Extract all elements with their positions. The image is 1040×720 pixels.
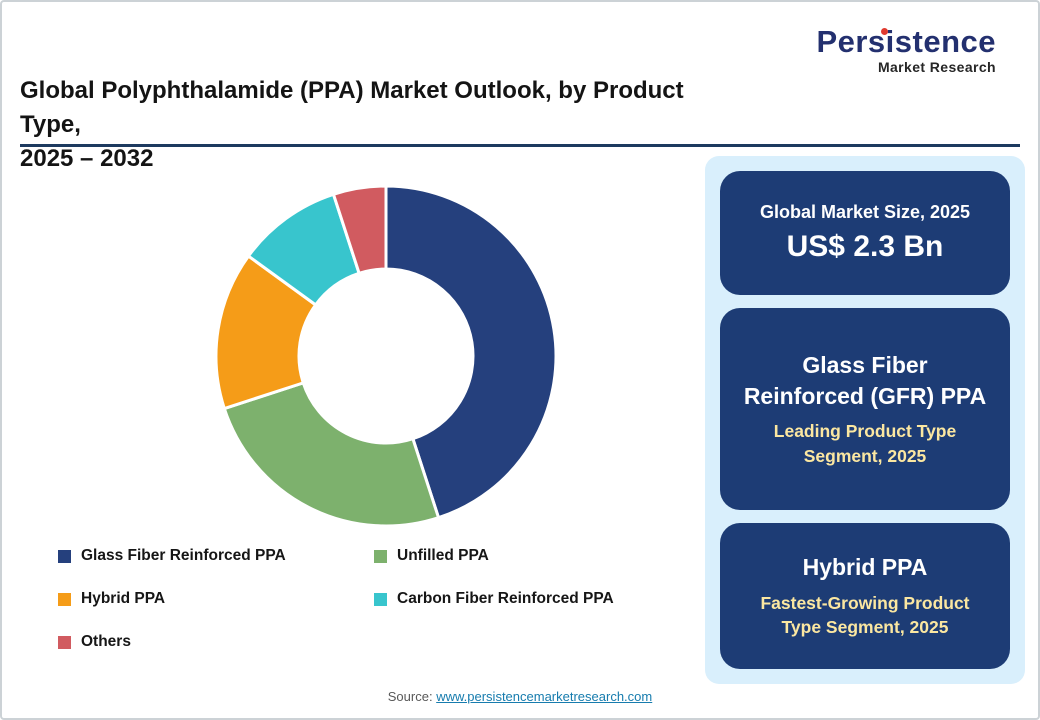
footer-source: Source: www.persistencemarketresearch.co… xyxy=(2,689,1038,704)
legend-item-glass-fiber-reinforced-ppa: Glass Fiber Reinforced PPA xyxy=(58,547,374,565)
stat-box-market-size: Global Market Size, 2025 US$ 2.3 Bn xyxy=(720,171,1010,295)
chart-legend: Glass Fiber Reinforced PPA Unfilled PPA Hy… xyxy=(58,547,614,651)
stat-title: Global Market Size, 2025 xyxy=(759,202,971,222)
donut-chart xyxy=(198,168,574,544)
logo-tagline: Market Research xyxy=(877,58,996,75)
stat-title: Hybrid PPA xyxy=(802,554,928,581)
highlights-sidebar: Global Market Size, 2025 US$ 2.3 Bn Glas… xyxy=(705,156,1025,684)
legend-label: Hybrid PPA xyxy=(81,590,166,607)
title-line-2: 2025 – 2032 xyxy=(20,145,154,172)
legend-label: Unfilled PPA xyxy=(397,547,489,564)
legend-label: Glass Fiber Reinforced PPA xyxy=(81,547,286,564)
stat-box-fastest-growing: Hybrid PPA Fastest-Growing Product Type … xyxy=(720,523,1010,669)
stat-subtitle: Fastest-Growing Product Type Segment, 20… xyxy=(760,592,970,638)
legend-swatch-icon xyxy=(58,592,71,606)
source-link[interactable]: www.persistencemarketresearch.com xyxy=(436,689,653,704)
legend-swatch-icon xyxy=(58,635,71,649)
legend-item-carbon-fiber-reinforced-ppa: Carbon Fiber Reinforced PPA xyxy=(374,590,614,608)
logo-wordmark: Persistence xyxy=(816,24,996,59)
donut-svg xyxy=(214,184,558,528)
legend-item-unfilled-ppa: Unfilled PPA xyxy=(374,547,614,565)
legend-item-others: Others xyxy=(58,633,374,651)
donut-segment-others xyxy=(331,184,388,275)
donut-segment-unfilled-ppa xyxy=(222,381,441,528)
legend-swatch-icon xyxy=(374,592,387,606)
legend-item-hybrid-ppa: Hybrid PPA xyxy=(58,590,374,608)
legend-swatch-icon xyxy=(58,549,71,563)
source-label: Source: xyxy=(387,689,433,704)
donut-segment-glass-fiber-reinforced-ppa xyxy=(384,184,558,520)
stat-title: Glass Fiber Reinforced (GFR) PPA xyxy=(743,351,987,409)
legend-label: Carbon Fiber Reinforced PPA xyxy=(397,590,614,607)
pmr-logo: Persistence Market Research xyxy=(816,24,996,75)
stat-box-leading-segment: Glass Fiber Reinforced (GFR) PPA Leading… xyxy=(720,308,1010,510)
stat-subtitle: Leading Product Type Segment, 2025 xyxy=(773,421,957,466)
title-divider xyxy=(20,144,1020,147)
stat-value: US$ 2.3 Bn xyxy=(786,230,944,263)
legend-swatch-icon xyxy=(374,549,387,563)
legend-label: Others xyxy=(81,633,131,650)
title-line-1: Global Polyphthalamide (PPA) Market Outl… xyxy=(20,77,684,138)
page-title: Global Polyphthalamide (PPA) Market Outl… xyxy=(20,74,740,176)
